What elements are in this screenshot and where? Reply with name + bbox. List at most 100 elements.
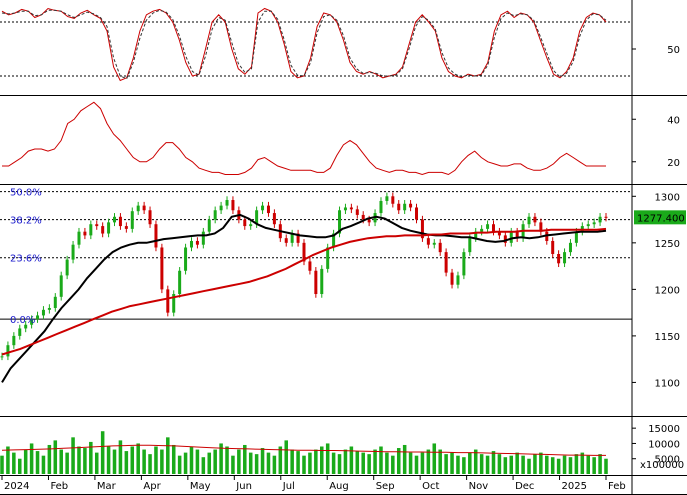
volume-bar <box>556 458 561 474</box>
candle-body <box>65 259 69 276</box>
volume-bar <box>248 452 253 474</box>
candle-body <box>249 224 253 227</box>
candle-body <box>361 214 365 220</box>
series-line <box>2 101 606 176</box>
volume-bar <box>325 443 330 474</box>
volume-bar <box>598 454 602 474</box>
volume-bar <box>385 452 389 474</box>
candle-body <box>136 205 140 212</box>
candle-body <box>219 205 223 211</box>
volume-bar <box>574 454 579 474</box>
volume-bar <box>94 452 99 474</box>
volume-bar <box>420 452 425 474</box>
y-tick-label: 50 <box>667 45 680 56</box>
volume-bar <box>402 444 407 474</box>
volume-bar <box>118 440 123 474</box>
candle-body <box>160 247 164 290</box>
volume-bar <box>112 449 117 474</box>
grid-layer <box>0 21 632 320</box>
volume-bar <box>278 446 283 474</box>
candle-body <box>551 240 555 255</box>
volume-bar <box>319 446 324 474</box>
volume-bar <box>391 455 395 474</box>
candle-body <box>231 200 235 211</box>
y-tick-label: 15000 <box>648 424 680 435</box>
y-tick-label: 20 <box>667 158 680 169</box>
candle-body <box>491 224 495 232</box>
y-tick-label: 10000 <box>648 439 680 450</box>
volume-bar <box>83 448 87 474</box>
volume-bar <box>148 454 152 474</box>
candle-body <box>486 224 490 229</box>
candle-body <box>6 345 10 357</box>
volume-bar <box>361 452 365 474</box>
candle-body <box>379 200 383 214</box>
fibonacci-label: 23.6% <box>10 254 42 265</box>
volume-bar <box>562 455 567 474</box>
volume-bar <box>100 431 105 474</box>
volume-bar <box>355 451 360 474</box>
volume-bar <box>183 452 188 474</box>
candle-body <box>77 231 81 245</box>
fibonacci-label: 38.2% <box>10 216 42 227</box>
y-tick-label: 1150 <box>655 332 680 343</box>
volume-bar <box>479 454 484 474</box>
volume-bar <box>154 446 158 474</box>
volume-bar <box>586 455 591 474</box>
candle-body <box>320 268 324 295</box>
candle-body <box>314 270 318 295</box>
volume-bar <box>130 446 135 474</box>
volume-bar <box>225 446 229 474</box>
candle-body <box>213 210 217 220</box>
series-line <box>1 444 606 456</box>
volume-bar <box>468 452 472 474</box>
volume-bar <box>207 452 212 474</box>
volume-bar <box>426 449 431 474</box>
volume-bar <box>254 454 259 474</box>
volume-bar <box>160 449 164 474</box>
candle-body <box>462 252 466 276</box>
x-tick-label: Feb <box>608 481 626 492</box>
candle-body <box>118 216 122 227</box>
volume-bar <box>195 449 200 474</box>
candle-body <box>468 238 472 253</box>
candle-body <box>385 196 389 201</box>
volume-bar <box>343 449 348 474</box>
candle-body <box>184 247 188 271</box>
candle-body <box>189 240 193 248</box>
volume-bar <box>201 457 206 474</box>
candle-body <box>592 222 596 225</box>
volume-bar <box>367 454 371 474</box>
candle-body <box>101 226 105 234</box>
series-layer <box>0 7 608 474</box>
candle-body <box>172 294 176 313</box>
candle-body <box>207 219 211 232</box>
x-tick-label: 2025 <box>562 481 587 492</box>
candle-body <box>113 216 117 223</box>
volume-bar <box>59 449 63 474</box>
candle-body <box>397 203 401 211</box>
candle-body <box>438 242 442 253</box>
candle-body <box>563 252 567 264</box>
volume-bar <box>166 437 170 474</box>
candle-body <box>586 224 590 227</box>
candle-body <box>154 224 158 248</box>
volume-bar <box>65 452 69 474</box>
volume-bar <box>177 455 182 474</box>
volume-bar <box>47 444 52 474</box>
candle-body <box>539 222 543 232</box>
candle-body <box>497 231 501 236</box>
volume-bar <box>414 455 419 474</box>
volume-bar <box>473 449 478 474</box>
candle-body <box>59 275 63 297</box>
volume-bar <box>408 452 413 474</box>
volume-bar <box>503 457 508 474</box>
volume-bar <box>77 446 81 474</box>
candle-body <box>201 231 205 245</box>
candle-body <box>255 210 259 225</box>
x-tick-label: 2024 <box>4 481 29 492</box>
volume-bar <box>12 452 16 474</box>
volume-bar <box>485 455 490 474</box>
volume-bar <box>550 457 555 474</box>
